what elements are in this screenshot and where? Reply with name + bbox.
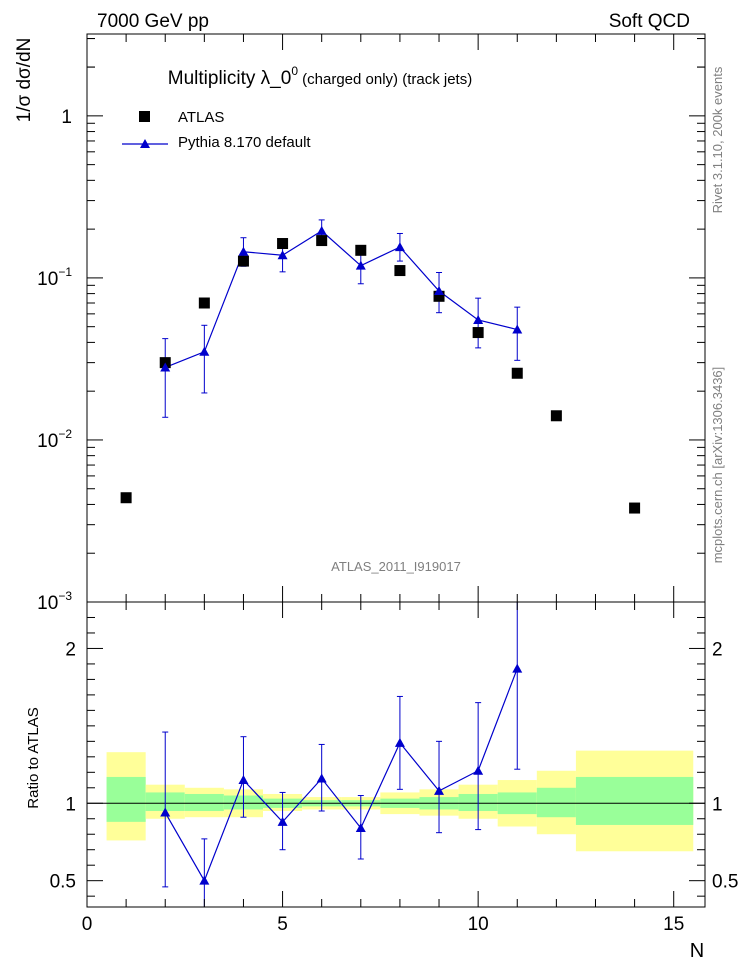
- main-y-tick-label: 10−1: [37, 265, 72, 290]
- atlas-point: [472, 327, 484, 339]
- analysis-watermark: ATLAS_2011_I919017: [331, 559, 461, 574]
- ratio-y-tick-label-right: 2: [712, 639, 723, 660]
- mc-line: [165, 230, 518, 369]
- mc-point: [473, 314, 484, 324]
- legend-mc-marker: [140, 139, 150, 148]
- legend-data-marker: [139, 111, 150, 122]
- ratio-panel: 0.5 0.5 1 1 2 2 0 5 10 15 Ratio to ATLAS N: [25, 601, 738, 962]
- main-y-axis-label: 1/σ dσ/dN: [14, 38, 35, 123]
- atlas-point: [550, 410, 562, 422]
- mc-point: [160, 362, 171, 372]
- mcplots-info: mcplots.cern.ch [arXiv:1306.3436]: [710, 367, 725, 564]
- plot-title: Multiplicity λ_00 (charged only) (track …: [168, 64, 472, 89]
- main-panel: 1 10−1 10−2 10−3 Multiplicity λ_00 (charged…: [14, 33, 706, 614]
- atlas-point: [198, 297, 210, 309]
- mc-point: [434, 286, 445, 296]
- ratio-mc-point: [316, 773, 327, 783]
- legend-data-label: ATLAS: [178, 109, 224, 126]
- mc-point: [238, 246, 249, 256]
- atlas-point: [511, 367, 523, 379]
- x-tick-label: 15: [663, 914, 684, 935]
- main-y-tick-label: 1: [61, 107, 72, 128]
- atlas-point: [277, 238, 289, 250]
- main-marks: [120, 219, 641, 514]
- ratio-axes: 0.5 0.5 1 1 2 2 0 5 10 15: [50, 602, 738, 935]
- mc-point: [394, 242, 405, 252]
- ratio-inner-band: [575, 776, 694, 825]
- ratio-mc-point: [473, 765, 484, 775]
- ratio-mc-point: [160, 807, 171, 817]
- main-y-tick-label: 10−2: [37, 427, 72, 452]
- ratio-marks: [160, 602, 523, 907]
- ratio-mc-point: [434, 785, 445, 795]
- x-tick-label: 5: [277, 914, 288, 935]
- ratio-y-tick-label-right: 1: [712, 794, 723, 815]
- ratio-y-tick-label: 0.5: [50, 872, 76, 893]
- energy-label: 7000 GeV pp: [97, 11, 209, 32]
- main-y-tick-label: 10−3: [37, 589, 72, 614]
- ratio-y-tick-label: 2: [65, 639, 76, 660]
- main-axes: 1 10−1 10−2 10−3: [37, 34, 705, 614]
- atlas-point: [120, 492, 132, 504]
- mc-point: [277, 250, 288, 260]
- ratio-y-axis-label: Ratio to ATLAS: [25, 707, 42, 808]
- atlas-point: [355, 244, 367, 256]
- legend-mc-label: Pythia 8.170 default: [178, 134, 311, 151]
- atlas-point: [394, 265, 406, 277]
- x-tick-label: 0: [82, 914, 93, 935]
- ratio-y-tick-label: 1: [65, 794, 76, 815]
- ratio-mc-point: [512, 663, 523, 673]
- ratio-inner-band: [536, 787, 576, 818]
- ratio-mc-line: [164, 668, 518, 883]
- rivet-info: Rivet 3.1.10, 200k events: [710, 66, 725, 213]
- atlas-point: [237, 255, 249, 267]
- ratio-bands: [106, 750, 694, 852]
- legend: ATLAS Pythia 8.170 default: [122, 109, 311, 151]
- ratio-frame: [86, 601, 706, 908]
- mc-point: [199, 346, 210, 356]
- ratio-mc-point: [394, 737, 405, 747]
- atlas-point: [316, 235, 328, 247]
- ratio-mc-point: [199, 875, 210, 885]
- ratio-inner-band: [106, 776, 146, 822]
- ratio-mc-point: [355, 823, 366, 833]
- mc-point: [355, 260, 366, 270]
- ratio-y-tick-label-right: 0.5: [712, 872, 738, 893]
- mc-point: [512, 324, 523, 334]
- mc-point: [316, 225, 327, 235]
- x-tick-label: 10: [468, 914, 489, 935]
- ratio-mc-point: [238, 775, 249, 785]
- atlas-point: [433, 290, 445, 302]
- atlas-point: [629, 502, 641, 514]
- category-label: Soft QCD: [609, 11, 690, 32]
- ratio-inner-band: [184, 793, 224, 812]
- x-axis-label: N: [690, 940, 704, 962]
- ratio-mc-point: [277, 816, 288, 826]
